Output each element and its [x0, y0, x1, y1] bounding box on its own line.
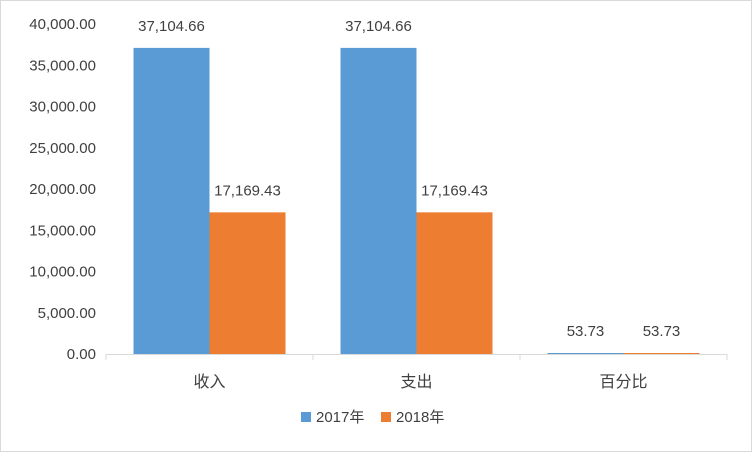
bars-group: 37,104.66 37,104.66 53.73 17,169.43 17,169.4…	[133, 18, 700, 354]
y-tick-label: 40,000.00	[29, 16, 96, 33]
data-label: 37,104.66	[345, 18, 412, 35]
y-tick-label: 20,000.00	[29, 181, 96, 198]
y-tick-label: 35,000.00	[29, 57, 96, 74]
y-tick-label: 25,000.00	[29, 140, 96, 157]
data-label: 17,169.43	[214, 182, 281, 199]
y-tick-label: 10,000.00	[29, 264, 96, 281]
bar	[547, 353, 624, 354]
x-tick-label: 支出	[400, 373, 432, 391]
bar	[133, 47, 210, 354]
x-axis: 收入 支出 百分比	[105, 354, 728, 391]
legend-label: 2018年	[396, 409, 444, 426]
y-tick-label: 15,000.00	[29, 222, 96, 239]
bar	[340, 47, 417, 354]
legend: 2017年 2018年	[301, 409, 444, 426]
y-tick-label: 30,000.00	[29, 99, 96, 116]
bar	[209, 212, 286, 354]
data-label: 17,169.43	[421, 182, 488, 199]
legend-swatch	[381, 412, 391, 422]
legend-swatch	[301, 412, 311, 422]
y-tick-label: 0.00	[67, 346, 96, 363]
bar	[416, 212, 493, 354]
y-axis: 0.00 5,000.00 10,000.00 15,000.00 20,000.00 2…	[29, 16, 96, 363]
data-label: 53.73	[643, 323, 681, 340]
x-tick-label: 百分比	[599, 373, 647, 391]
data-label: 37,104.66	[138, 18, 205, 35]
data-label: 53.73	[567, 323, 605, 340]
x-tick-label: 收入	[193, 373, 225, 391]
legend-label: 2017年	[316, 409, 364, 426]
y-tick-label: 5,000.00	[38, 305, 96, 322]
bar	[623, 353, 700, 354]
